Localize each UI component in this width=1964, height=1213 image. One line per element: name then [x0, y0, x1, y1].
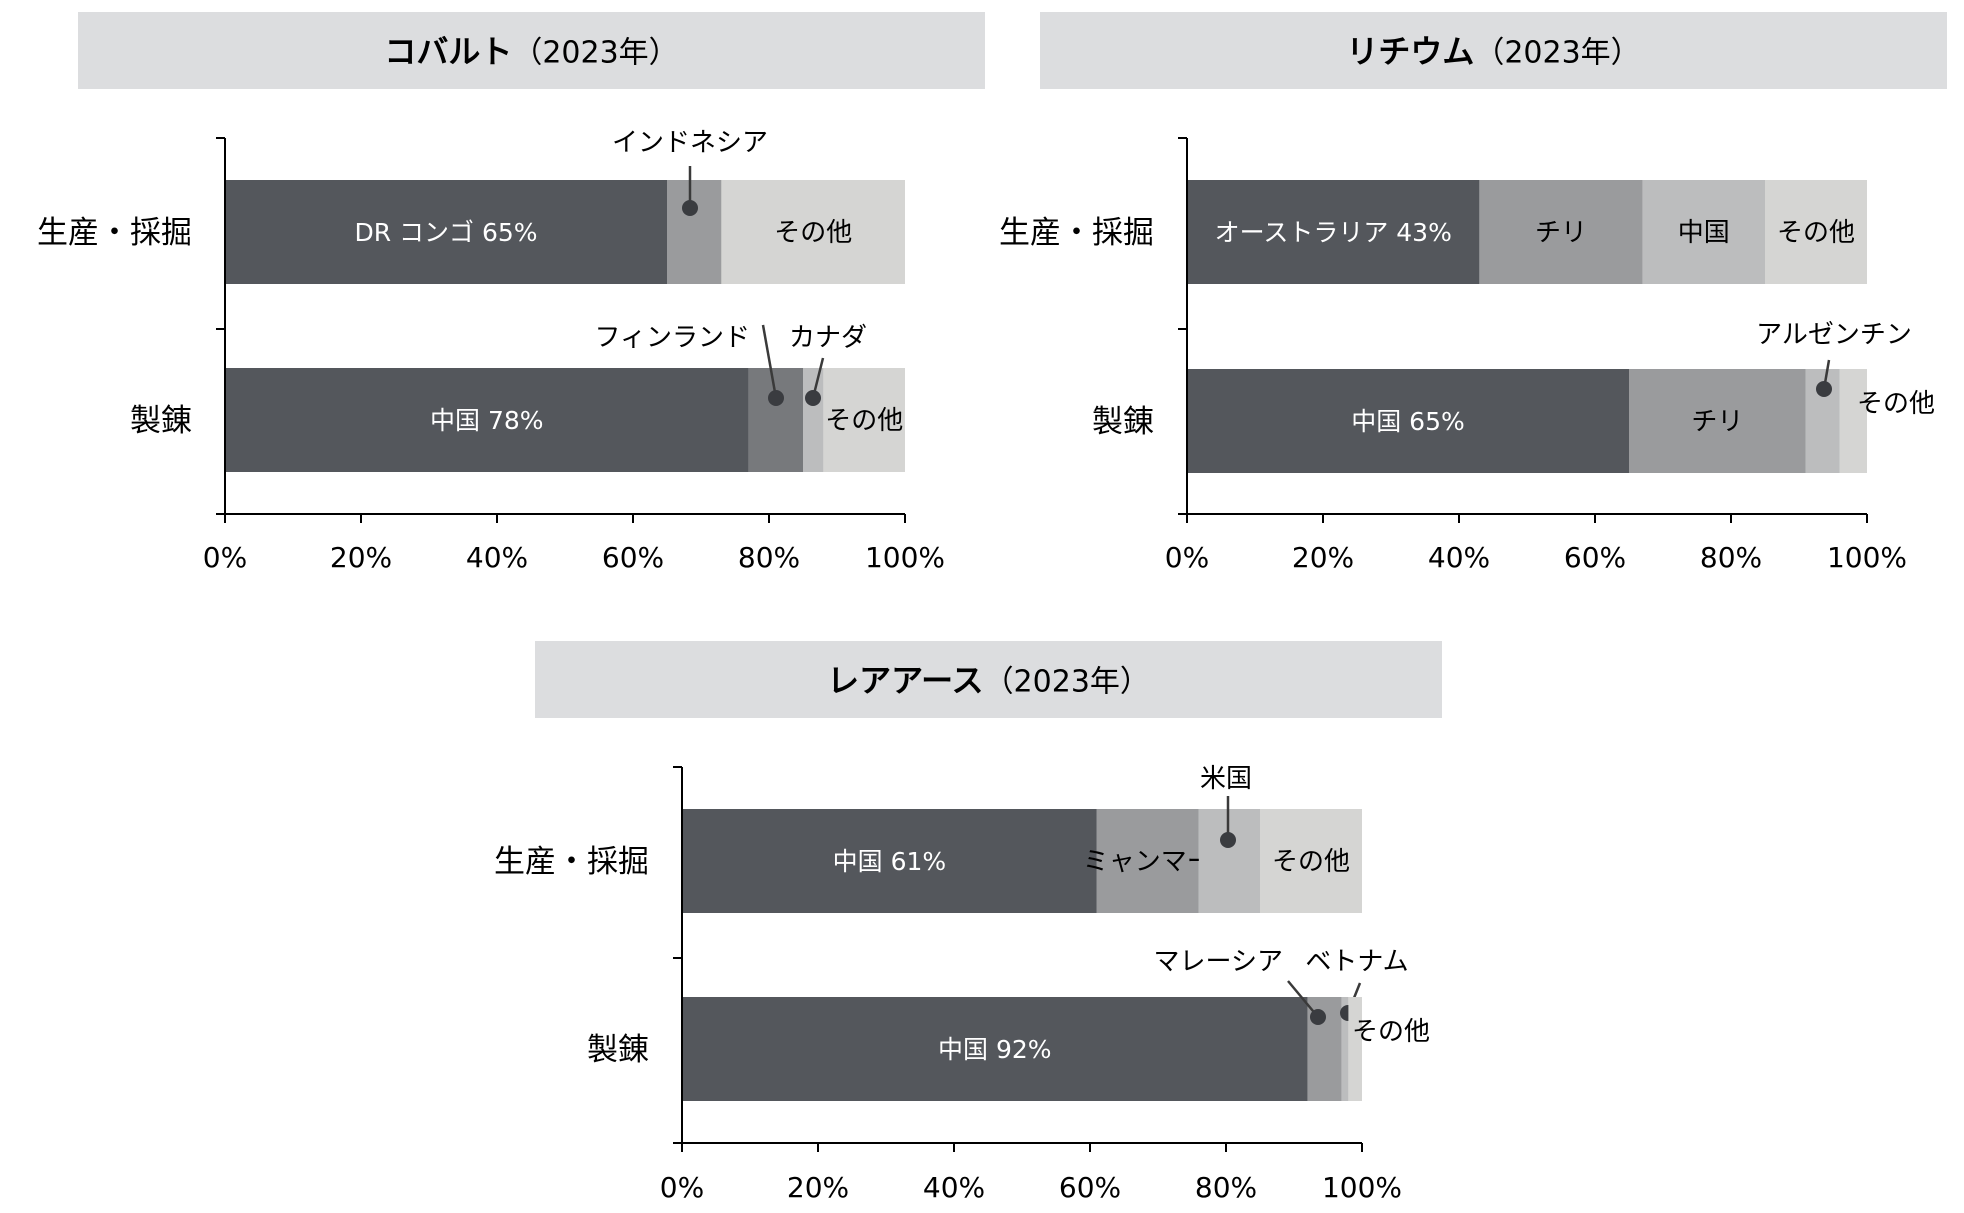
chart-title-year: （2023年） — [984, 665, 1150, 700]
bar-segment — [1629, 369, 1806, 473]
x-tick-label: 40% — [1428, 541, 1490, 574]
bar-segment — [682, 997, 1308, 1101]
chart-title: リチウム（2023年） — [1346, 33, 1640, 71]
bar-segment — [1198, 809, 1260, 913]
x-tick-label: 80% — [1195, 1171, 1257, 1204]
x-tick-label: 60% — [602, 541, 664, 574]
bar-segment — [1642, 180, 1765, 284]
data-label: その他 — [825, 406, 903, 436]
bar-segment — [682, 809, 1097, 913]
x-tick-label: 60% — [1059, 1171, 1121, 1204]
bar-segment — [823, 368, 905, 472]
bar-segment — [667, 180, 722, 284]
chart-title-year: （2023年） — [512, 36, 678, 71]
chart-title: コバルト（2023年） — [384, 33, 678, 71]
data-label: フィンランド — [595, 323, 750, 353]
x-tick-label: 20% — [1292, 541, 1354, 574]
leader-dot — [1220, 832, 1236, 848]
data-label: 米国 — [1200, 764, 1252, 794]
data-label: その他 — [774, 218, 852, 248]
leader-dot — [1816, 381, 1832, 397]
x-tick-label: 100% — [1827, 541, 1907, 574]
bar-segment — [1187, 180, 1480, 284]
leader-line — [761, 324, 778, 399]
data-label: その他 — [1352, 1017, 1430, 1047]
bar-segment — [1260, 809, 1362, 913]
data-label: 中国 78% — [430, 406, 544, 435]
bar-segment — [1096, 809, 1199, 913]
bar-segment — [1479, 180, 1643, 284]
data-label: インドネシア — [612, 128, 768, 158]
bar-segment — [721, 180, 905, 284]
bar-segment — [225, 368, 749, 472]
x-tick-label: 80% — [1700, 541, 1762, 574]
chart-header-bg — [1040, 12, 1947, 89]
bar-segment — [1765, 180, 1867, 284]
bar-segment — [1341, 997, 1349, 1101]
x-tick-label: 40% — [466, 541, 528, 574]
leader-dot — [768, 390, 784, 406]
x-tick-label: 100% — [865, 541, 945, 574]
data-label: マレーシア — [1154, 947, 1283, 977]
x-tick-label: 0% — [203, 541, 247, 574]
data-label: チリ — [1691, 407, 1743, 437]
chart-title-name: コバルト — [384, 33, 512, 71]
x-tick-label: 0% — [1165, 541, 1209, 574]
x-tick-label: 60% — [1564, 541, 1626, 574]
bar-segment — [1187, 369, 1629, 473]
bar-segment — [803, 368, 824, 472]
category-label: 生産・採掘 — [494, 844, 649, 880]
leader-dot — [1310, 1009, 1326, 1025]
chart-title-year: （2023年） — [1474, 36, 1640, 71]
category-label: 生産・採掘 — [37, 215, 192, 251]
data-label: 中国 61% — [833, 847, 947, 876]
chart-header-bg — [535, 641, 1442, 718]
data-label: アルゼンチン — [1756, 320, 1912, 350]
data-label: ミャンマー — [1083, 847, 1213, 877]
x-tick-label: 80% — [738, 541, 800, 574]
data-label: DR コンゴ 65% — [354, 218, 537, 247]
chart-title: レアアース（2023年） — [827, 662, 1150, 700]
data-label: 中国 — [1678, 218, 1730, 248]
x-tick-label: 20% — [787, 1171, 849, 1204]
category-label: 製錬 — [130, 403, 192, 439]
data-label: カナダ — [789, 323, 867, 353]
category-label: 製錬 — [1092, 404, 1154, 440]
bar-segment — [748, 368, 803, 472]
x-tick-label: 0% — [660, 1171, 704, 1204]
x-tick-label: 40% — [923, 1171, 985, 1204]
x-tick-label: 100% — [1322, 1171, 1402, 1204]
chart-2: レアアース（2023年） 中国 61% ミャンマー 米国その他中国 92% マレーシアベ… — [494, 641, 1442, 1204]
bar-segment — [1839, 369, 1867, 473]
leader-dot — [805, 390, 821, 406]
x-tick-label: 20% — [330, 541, 392, 574]
data-label: その他 — [1272, 847, 1350, 877]
data-label: 中国 65% — [1351, 407, 1465, 436]
chart-title-name: リチウム — [1346, 33, 1474, 71]
data-label: その他 — [1857, 389, 1935, 419]
data-label: ベトナム — [1305, 947, 1408, 977]
data-label: オーストラリア 43% — [1215, 218, 1452, 247]
data-label: その他 — [1777, 218, 1855, 248]
leader-dot — [682, 200, 698, 216]
bar-segment — [225, 180, 667, 284]
data-label: チリ — [1535, 218, 1587, 248]
chart-header-bg — [78, 12, 985, 89]
data-label: 中国 92% — [938, 1035, 1052, 1064]
category-label: 製錬 — [587, 1032, 649, 1068]
chart-title-name: レアアース — [827, 662, 983, 700]
category-label: 生産・採掘 — [999, 215, 1154, 251]
bar-segment — [1348, 997, 1362, 1101]
